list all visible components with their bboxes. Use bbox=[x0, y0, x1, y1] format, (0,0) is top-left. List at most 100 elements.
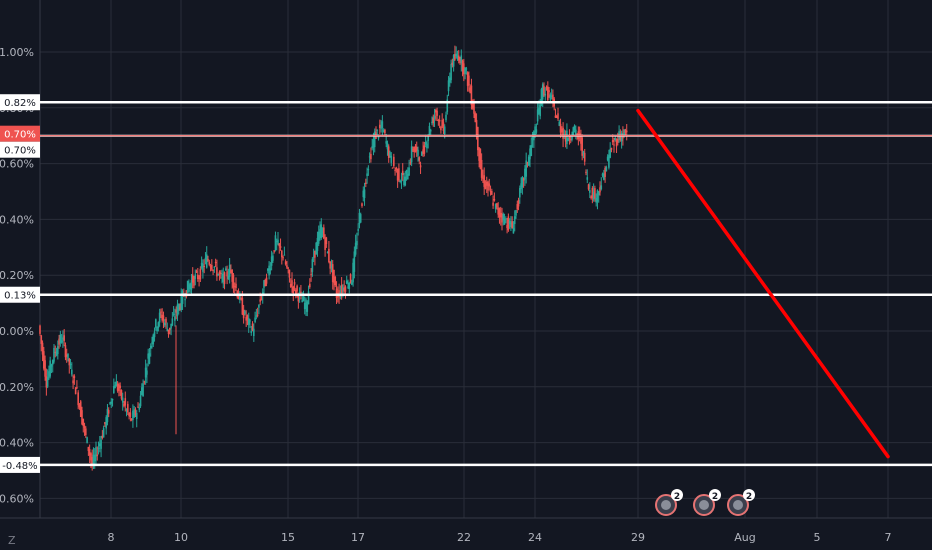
candle-body bbox=[566, 130, 568, 145]
candle-body bbox=[478, 147, 480, 161]
candle-body bbox=[431, 121, 433, 124]
candle-body bbox=[393, 156, 395, 167]
candle-body bbox=[497, 207, 499, 215]
candle-body bbox=[413, 147, 415, 153]
candle-body bbox=[228, 264, 231, 277]
trend-line[interactable] bbox=[636, 108, 890, 459]
candle-body bbox=[291, 280, 293, 286]
candle-body bbox=[241, 297, 244, 315]
candle-body bbox=[286, 265, 288, 268]
y-tick-label: 0.60% bbox=[0, 158, 34, 171]
candle-body bbox=[184, 299, 186, 301]
candle-body bbox=[301, 300, 303, 303]
horizontal-levels[interactable] bbox=[40, 100, 932, 467]
candle-body bbox=[535, 129, 538, 133]
candle-body bbox=[114, 385, 116, 389]
trend-line-segment[interactable] bbox=[636, 108, 890, 459]
candle-body bbox=[330, 266, 333, 268]
candle-body bbox=[179, 307, 181, 309]
candle-body bbox=[239, 294, 241, 300]
candle-body bbox=[268, 265, 270, 276]
candle-body bbox=[435, 110, 437, 113]
candle-body bbox=[440, 126, 442, 131]
candle-body bbox=[240, 298, 242, 300]
candle-body bbox=[507, 216, 510, 231]
scale-mode-label[interactable]: Z bbox=[8, 534, 16, 547]
candle-body bbox=[421, 151, 423, 156]
event-markers[interactable]: 2 2 2 bbox=[655, 489, 755, 516]
candle-body bbox=[403, 179, 405, 186]
candle-body bbox=[321, 231, 324, 233]
candle-body bbox=[237, 293, 240, 300]
candle-body bbox=[501, 215, 503, 223]
candle-body bbox=[50, 364, 53, 367]
candle-body bbox=[590, 196, 592, 199]
candle-body bbox=[606, 156, 609, 161]
candle-body bbox=[123, 403, 125, 407]
candle-body bbox=[362, 190, 365, 198]
candle-body bbox=[319, 229, 321, 233]
candle-body bbox=[449, 77, 451, 83]
level-price-tag-label: -0.48% bbox=[2, 461, 37, 472]
candle-body bbox=[520, 183, 522, 190]
candle-body bbox=[387, 146, 390, 158]
candle-body bbox=[410, 146, 413, 163]
marker-count-badge bbox=[709, 489, 721, 501]
current-price-tag bbox=[0, 125, 40, 142]
x-tick-label: 24 bbox=[528, 531, 542, 544]
candle-body bbox=[166, 328, 169, 331]
candle-body bbox=[104, 422, 106, 424]
candle-body bbox=[446, 99, 449, 112]
candle-body bbox=[157, 322, 160, 329]
candle-body bbox=[429, 129, 432, 132]
candle-body bbox=[493, 198, 496, 201]
event-marker[interactable]: 2 bbox=[727, 489, 755, 516]
y-tick-label: -0.20% bbox=[0, 381, 34, 394]
candle-body bbox=[572, 127, 575, 135]
current-price-tag-label: 0.70% bbox=[4, 130, 36, 141]
candle-body bbox=[250, 330, 253, 333]
candle-body bbox=[550, 95, 553, 97]
candle-body bbox=[529, 148, 531, 160]
candle-body bbox=[139, 395, 142, 407]
candle-body bbox=[264, 279, 267, 287]
candle-body bbox=[443, 126, 446, 135]
event-marker[interactable]: 2 bbox=[655, 489, 683, 516]
marker-count: 2 bbox=[746, 492, 752, 502]
event-marker[interactable]: 2 bbox=[693, 489, 721, 516]
candle-body bbox=[255, 315, 258, 317]
candle-body bbox=[407, 173, 409, 180]
candle-body bbox=[284, 261, 287, 265]
candle-body bbox=[477, 126, 479, 151]
candle-body bbox=[451, 62, 454, 66]
price-series bbox=[39, 45, 628, 471]
candle-body bbox=[188, 284, 190, 292]
candle-body bbox=[455, 53, 457, 57]
candle-body bbox=[293, 282, 296, 285]
candle-body bbox=[394, 169, 396, 171]
candle-body bbox=[277, 239, 279, 245]
candle-body bbox=[575, 129, 577, 135]
candle-body bbox=[604, 167, 606, 177]
candle-body bbox=[569, 139, 572, 141]
candle-body bbox=[409, 162, 412, 164]
candle-body bbox=[189, 283, 191, 289]
candle-body bbox=[441, 119, 443, 127]
y-axis: 1.00%0.80%0.60%0.40%0.20%0.00%-0.20%-0.4… bbox=[0, 46, 40, 505]
candle-body bbox=[302, 296, 305, 301]
candle-body bbox=[129, 412, 132, 417]
candle-body bbox=[479, 148, 482, 169]
candle-body bbox=[611, 140, 614, 143]
candle-body bbox=[191, 274, 194, 283]
marker-center bbox=[661, 500, 671, 510]
y-tick-label: 0.40% bbox=[0, 213, 34, 226]
candle-body bbox=[190, 279, 193, 290]
grid-lines bbox=[0, 0, 932, 519]
candle-body bbox=[609, 149, 611, 158]
candle-body bbox=[40, 335, 43, 344]
candle-body bbox=[146, 370, 148, 375]
candle-body bbox=[148, 353, 151, 364]
candle-body bbox=[279, 246, 282, 248]
candle-body bbox=[568, 136, 571, 139]
